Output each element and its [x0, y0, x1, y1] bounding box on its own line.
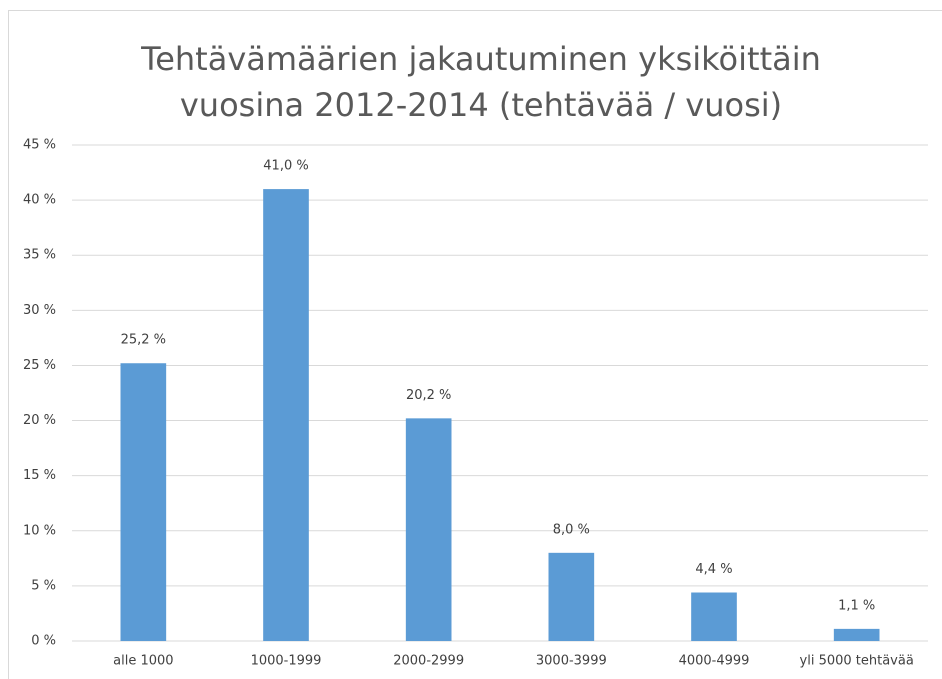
- y-tick-label: 30 %: [23, 303, 56, 318]
- y-tick-label: 20 %: [23, 413, 56, 428]
- y-tick-label: 0 %: [31, 634, 56, 649]
- y-tick-label: 25 %: [23, 358, 56, 373]
- y-tick-label: 15 %: [23, 468, 56, 483]
- value-label: 25,2 %: [121, 333, 166, 348]
- bar: [120, 363, 167, 641]
- x-tick-label: 1000-1999: [251, 654, 322, 669]
- y-tick-label: 5 %: [31, 578, 56, 593]
- value-label: 41,0 %: [263, 159, 308, 174]
- bar: [691, 592, 737, 641]
- bar: [833, 628, 880, 641]
- value-label: 8,0 %: [553, 522, 590, 537]
- x-tick-label: yli 5000 tehtävää: [800, 654, 914, 669]
- x-tick-label: 4000-4999: [679, 654, 750, 669]
- bar: [263, 189, 309, 642]
- y-tick-label: 35 %: [23, 248, 56, 263]
- x-tick-label: alle 1000: [113, 654, 173, 669]
- bar: [548, 552, 595, 641]
- bar: [405, 418, 452, 641]
- y-tick-label: 45 %: [23, 138, 56, 153]
- x-tick-label: 2000-2999: [393, 654, 464, 669]
- x-tick-label: 3000-3999: [536, 654, 607, 669]
- y-tick-label: 10 %: [23, 523, 56, 538]
- value-label: 20,2 %: [406, 388, 451, 403]
- chart-title: Tehtävämäärien jakautuminen yksiköittäin…: [141, 40, 821, 124]
- value-label: 1,1 %: [838, 598, 875, 613]
- y-tick-label: 40 %: [23, 193, 56, 208]
- value-label: 4,4 %: [695, 562, 732, 577]
- chart-border: [8, 10, 942, 679]
